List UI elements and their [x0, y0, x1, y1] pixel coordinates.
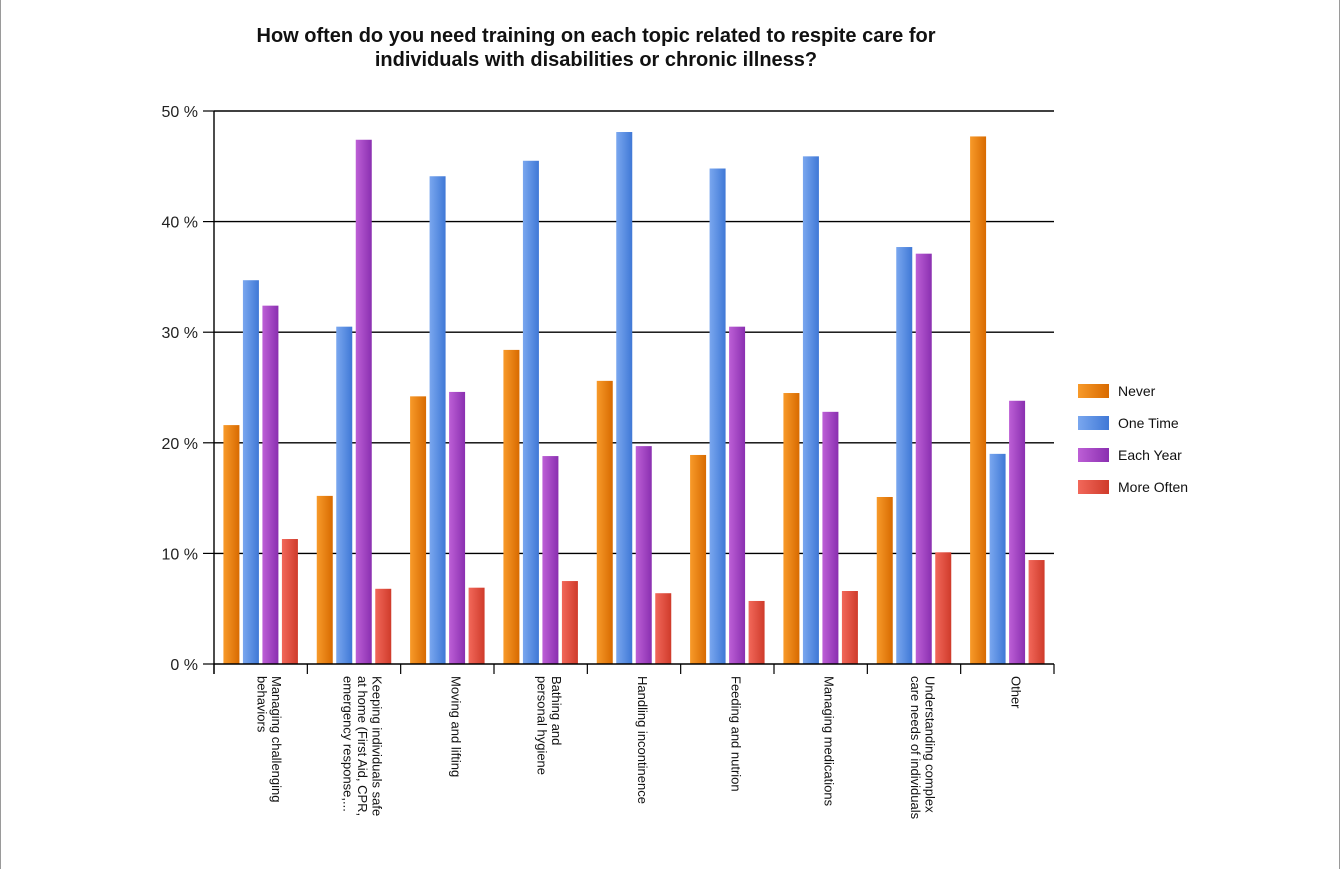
legend-item: Never	[1078, 383, 1156, 399]
x-category-label-line: personal hygiene	[534, 676, 549, 775]
x-category-label-line: Managing challenging	[269, 676, 284, 802]
x-category-label: Feeding and nutrion	[728, 676, 743, 792]
bar-one-time	[336, 326, 353, 664]
x-category-label-line: Feeding and nutrion	[728, 676, 743, 792]
legend-swatch	[1078, 416, 1109, 430]
chart-title-line: How often do you need training on each t…	[257, 25, 936, 47]
x-category-label-line: care needs of individuals	[908, 676, 923, 820]
bar-more-often	[281, 539, 298, 664]
bar-one-time	[429, 176, 446, 664]
x-category-label-line: Understanding complex	[922, 676, 937, 813]
x-category-label-line: Managing medications	[822, 676, 837, 807]
bar-one-time	[802, 156, 819, 664]
x-category-label-line: Other	[1008, 676, 1023, 709]
y-tick-label: 40 %	[162, 215, 198, 232]
legend-swatch	[1078, 480, 1109, 494]
x-category-label-line: Handling incontinence	[635, 676, 650, 804]
bar-more-often	[841, 591, 858, 664]
y-tick-label: 10 %	[162, 546, 198, 563]
x-category-label: Managing medications	[822, 676, 837, 807]
bar-each-year	[1009, 400, 1026, 664]
bar-never	[503, 349, 520, 664]
y-tick-label: 30 %	[162, 325, 198, 342]
bar-more-often	[375, 588, 392, 664]
bar-each-year	[449, 391, 466, 664]
bar-never	[596, 380, 613, 664]
bar-one-time	[616, 132, 633, 664]
bar-never	[876, 496, 893, 664]
bar-never	[970, 136, 987, 665]
gridlines	[214, 110, 1054, 555]
legend-label: One Time	[1118, 415, 1179, 431]
y-tick-label: 0 %	[170, 657, 198, 674]
bar-each-year	[355, 139, 372, 665]
bar-more-often	[748, 600, 765, 664]
bar-never	[690, 454, 707, 664]
bar-more-often	[655, 593, 672, 664]
x-category-label: Other	[1008, 676, 1023, 709]
bar-each-year	[635, 446, 652, 664]
legend-swatch	[1078, 384, 1109, 398]
bar-never	[783, 393, 800, 664]
y-axis-ticks: 0 % 10 % 20 % 30 % 40 % 50 %	[162, 104, 214, 674]
bar-more-often	[1028, 560, 1045, 664]
bar-more-often	[935, 552, 952, 664]
x-category-label-line: Moving and lifting	[448, 676, 463, 777]
bar-never	[410, 396, 427, 664]
legend-item: Each Year	[1078, 447, 1182, 463]
bar-one-time	[896, 247, 913, 664]
bar-one-time	[242, 280, 259, 664]
bar-one-time	[989, 453, 1006, 664]
legend-swatch	[1078, 448, 1109, 462]
bar-more-often	[561, 581, 578, 664]
bar-one-time	[709, 168, 726, 664]
bar-never	[223, 425, 240, 664]
legend: Never One Time Each Year More Often	[1078, 383, 1188, 495]
legend-label: Never	[1118, 383, 1156, 399]
bar-each-year	[262, 305, 279, 664]
y-tick-label: 50 %	[162, 104, 198, 121]
x-category-label-line: Bathing and	[549, 676, 564, 745]
x-category-label-line: emergency response,...	[341, 676, 356, 812]
legend-item: One Time	[1078, 415, 1179, 431]
x-category-label-line: at home (First Aid, CPR,	[355, 676, 370, 816]
bar-more-often	[468, 587, 485, 664]
legend-label: More Often	[1118, 479, 1188, 495]
x-category-label: Moving and lifting	[448, 676, 463, 777]
x-category-label-line: behaviors	[254, 676, 269, 733]
bar-each-year	[542, 456, 559, 664]
chart-title-line: individuals with disabilities or chronic…	[375, 49, 817, 71]
bar-each-year	[822, 411, 839, 664]
x-category-label: Handling incontinence	[635, 676, 650, 804]
bar-never	[316, 495, 333, 664]
axes	[213, 111, 1055, 674]
y-tick-label: 20 %	[162, 436, 198, 453]
bar-each-year	[729, 326, 746, 664]
bar-each-year	[915, 253, 932, 664]
bar-one-time	[522, 160, 539, 664]
x-category-label-line: Keeping individuals safe	[370, 676, 385, 816]
legend-label: Each Year	[1118, 447, 1182, 463]
legend-item: More Often	[1078, 479, 1188, 495]
chart-title: How often do you need training on each t…	[257, 25, 936, 71]
bars	[223, 132, 1045, 665]
